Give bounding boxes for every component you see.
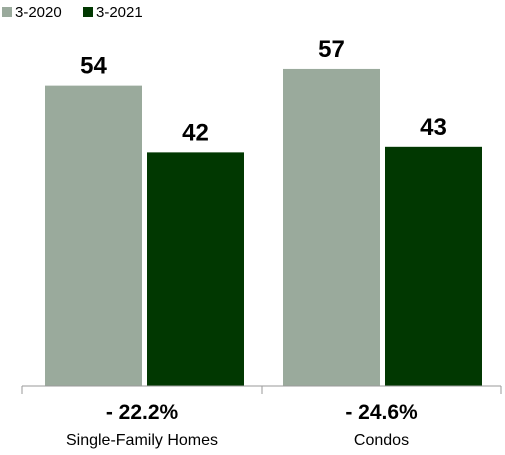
bars-group [45,68,482,386]
bar-0-1 [147,152,244,386]
legend-swatch-0 [2,7,12,17]
value-label-1-0: 57 [318,36,345,63]
value-labels-group: 54 42 57 43 [80,36,447,146]
change-label-0: - 22.2% [106,401,179,424]
bar-1-0 [283,68,380,386]
value-label-0-0: 54 [80,53,107,80]
category-label-0: Single-Family Homes [66,432,218,449]
value-label-1-1: 43 [420,114,447,141]
legend: 3-2020 3-2021 [2,4,143,21]
value-label-0-1: 42 [182,119,209,146]
legend-swatch-1 [83,7,93,17]
legend-label-0: 3-2020 [15,4,62,21]
category-labels-group: Single-Family Homes Condos [66,432,409,449]
category-label-1: Condos [354,432,409,449]
bar-0-0 [45,85,142,386]
change-labels-group: - 22.2% - 24.6% [106,401,418,424]
change-label-1: - 24.6% [345,401,418,424]
bar-1-1 [385,146,482,386]
legend-label-1: 3-2021 [96,4,143,21]
x-axis-ticks [21,386,502,394]
